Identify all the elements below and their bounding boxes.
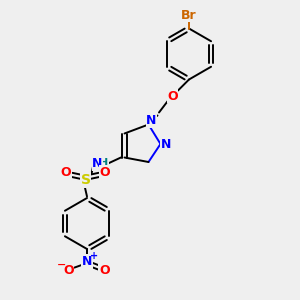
Text: +: + bbox=[89, 251, 98, 261]
Text: O: O bbox=[63, 263, 74, 277]
Text: O: O bbox=[61, 166, 71, 179]
Text: −: − bbox=[57, 260, 67, 270]
Text: O: O bbox=[167, 89, 178, 103]
Text: O: O bbox=[100, 166, 110, 179]
Text: N: N bbox=[161, 137, 171, 151]
Text: N: N bbox=[146, 114, 157, 128]
Text: Br: Br bbox=[181, 8, 197, 22]
Text: O: O bbox=[99, 263, 110, 277]
Text: N: N bbox=[92, 157, 103, 170]
Text: S: S bbox=[80, 173, 91, 187]
Text: H: H bbox=[100, 158, 109, 168]
Text: N: N bbox=[82, 255, 92, 268]
